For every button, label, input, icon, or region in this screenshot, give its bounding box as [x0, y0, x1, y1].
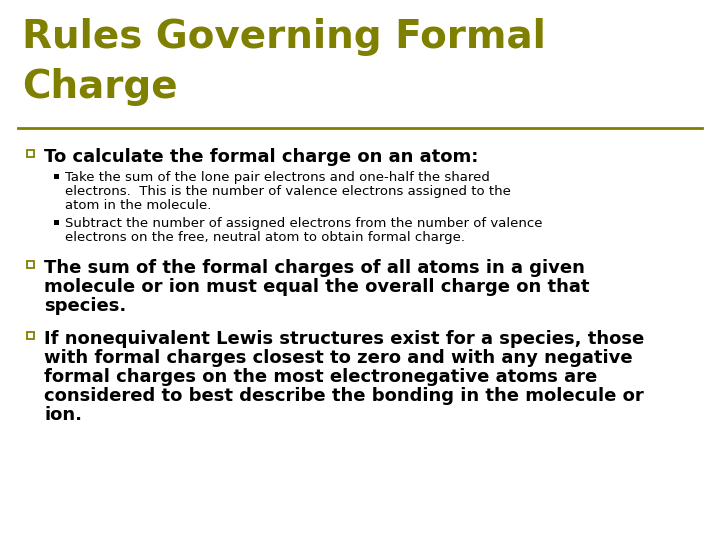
Text: Subtract the number of assigned electrons from the number of valence: Subtract the number of assigned electron… [65, 217, 542, 230]
Bar [27, 332, 34, 339]
Text: Rules Governing Formal: Rules Governing Formal [22, 18, 546, 56]
Text: ion.: ion. [44, 406, 82, 424]
Text: considered to best describe the bonding in the molecule or: considered to best describe the bonding … [44, 387, 644, 405]
Text: Charge: Charge [22, 68, 178, 106]
Text: Take the sum of the lone pair electrons and one-half the shared: Take the sum of the lone pair electrons … [65, 171, 490, 184]
Text: To calculate the formal charge on an atom:: To calculate the formal charge on an ato… [44, 148, 478, 166]
Bar [53, 219, 58, 225]
Text: species.: species. [44, 297, 126, 315]
Text: formal charges on the most electronegative atoms are: formal charges on the most electronegati… [44, 368, 598, 386]
Text: electrons.  This is the number of valence electrons assigned to the: electrons. This is the number of valence… [65, 185, 511, 198]
Text: atom in the molecule.: atom in the molecule. [65, 199, 212, 212]
Text: with formal charges closest to zero and with any negative: with formal charges closest to zero and … [44, 349, 633, 367]
Text: molecule or ion must equal the overall charge on that: molecule or ion must equal the overall c… [44, 278, 590, 296]
Bar [53, 173, 58, 179]
Text: If nonequivalent Lewis structures exist for a species, those: If nonequivalent Lewis structures exist … [44, 330, 644, 348]
Text: The sum of the formal charges of all atoms in a given: The sum of the formal charges of all ato… [44, 259, 585, 277]
Bar [27, 150, 34, 157]
Text: electrons on the free, neutral atom to obtain formal charge.: electrons on the free, neutral atom to o… [65, 231, 465, 244]
Bar [27, 260, 34, 267]
